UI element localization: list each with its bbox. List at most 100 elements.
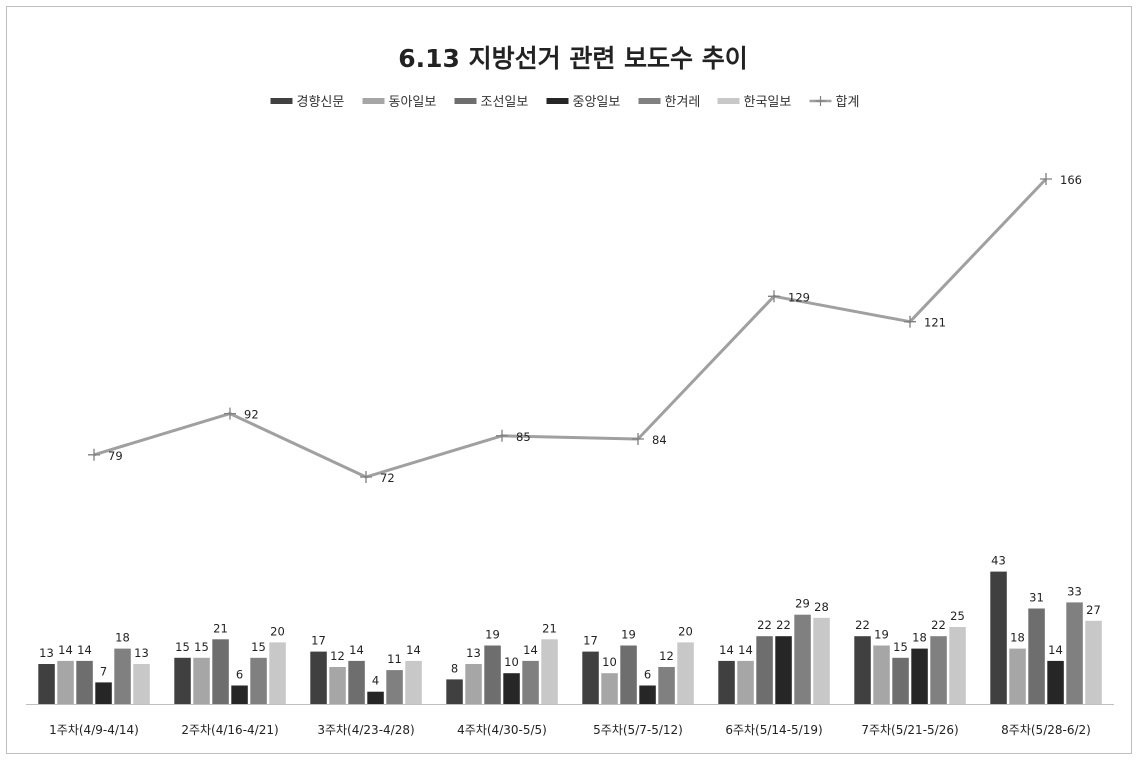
bar-data-label: 31 <box>1029 591 1044 605</box>
bar <box>911 648 928 704</box>
bar-data-label: 13 <box>134 646 149 660</box>
bar <box>484 645 501 704</box>
line-data-label: 166 <box>1060 173 1082 187</box>
bar <box>737 660 754 704</box>
line-point-marker <box>768 290 780 303</box>
bar <box>76 660 93 704</box>
bar <box>775 636 792 704</box>
line-point-marker <box>632 433 644 445</box>
bar-data-label: 13 <box>39 646 54 660</box>
bar <box>1009 648 1026 704</box>
bar <box>193 657 210 704</box>
line-data-label: 72 <box>380 471 395 485</box>
bar-data-label: 14 <box>523 643 538 657</box>
legend-swatch <box>270 98 293 104</box>
bar-data-label: 21 <box>542 621 557 635</box>
bar <box>1085 620 1102 704</box>
bar <box>794 614 811 704</box>
bar <box>38 664 55 704</box>
bar-data-label: 10 <box>602 655 617 669</box>
x-tick-label: 1주차(4/9-4/14) <box>49 723 139 737</box>
bar-data-label: 6 <box>236 668 243 682</box>
line-point-marker <box>88 448 100 461</box>
legend-swatch <box>546 98 569 104</box>
bar-data-label: 20 <box>678 624 693 638</box>
bar-data-label: 13 <box>466 646 481 660</box>
line-point-marker <box>224 407 236 420</box>
bar <box>639 685 656 704</box>
line-data-label: 121 <box>924 316 946 330</box>
bar-data-label: 12 <box>659 649 674 663</box>
bar <box>386 670 403 704</box>
legend: 경향신문 동아일보 조선일보 중앙일보 한겨레 한국일보 합계 <box>270 95 859 110</box>
bar-data-label: 25 <box>950 609 965 623</box>
bar-data-label: 43 <box>991 554 1006 568</box>
bar-data-label: 10 <box>504 655 519 669</box>
x-tick-label: 5주차(5/7-5/12) <box>593 723 683 737</box>
bar-data-label: 22 <box>776 618 791 632</box>
bar-data-label: 33 <box>1067 584 1082 598</box>
bar <box>718 660 735 704</box>
bar <box>1028 608 1045 704</box>
bar <box>133 664 150 704</box>
bar <box>269 642 286 704</box>
bar <box>677 642 694 704</box>
bar-label-group: 13 14 14 7 18 13 15 15 21 6 15 20 17 12 14 4 11 14 8 13 19 10… <box>39 554 1101 688</box>
legend-item-label: 한국일보 <box>744 95 792 110</box>
bar-data-label: 18 <box>912 631 927 645</box>
bar-data-label: 14 <box>406 643 421 657</box>
bar-data-label: 19 <box>621 628 636 642</box>
bar-data-label: 8 <box>451 661 458 675</box>
bar <box>854 636 871 704</box>
bar-data-label: 14 <box>1048 643 1063 657</box>
legend-marker <box>815 96 826 106</box>
bar-data-label: 14 <box>349 643 364 657</box>
legend-item-label: 한겨레 <box>665 95 701 110</box>
x-axis: 1주차(4/9-4/14) 2주차(4/16-4/21) 3주차(4/23-4/28… <box>26 704 1114 737</box>
bar <box>949 627 966 704</box>
bar-data-label: 19 <box>874 628 889 642</box>
bar-data-label: 15 <box>893 640 908 654</box>
legend-item-label: 중앙일보 <box>573 95 621 110</box>
line-point-marker <box>904 315 916 328</box>
bar-data-label: 15 <box>251 640 266 654</box>
bar-group <box>38 571 1102 704</box>
bar <box>873 645 890 704</box>
line-data-label: 84 <box>652 433 667 447</box>
bar <box>446 679 463 704</box>
total-line-layer: 79 92 72 85 84 129 121 166 <box>88 173 1082 485</box>
bar <box>465 664 482 704</box>
bar <box>348 660 365 704</box>
bar <box>231 685 248 704</box>
x-tick-label: 6주차(5/14-5/19) <box>725 723 822 737</box>
bar <box>582 651 599 704</box>
bar <box>756 636 773 704</box>
bar-data-label: 6 <box>644 668 651 682</box>
legend-swatch <box>362 98 385 104</box>
bar <box>250 657 267 704</box>
bar-data-label: 14 <box>77 643 92 657</box>
bar <box>367 691 384 704</box>
bar-data-label: 29 <box>795 597 810 611</box>
x-tick-label: 4주차(4/30-5/5) <box>457 723 547 737</box>
total-line <box>93 177 1048 479</box>
line-point-marker <box>496 429 508 442</box>
line-point-marker <box>1040 173 1052 185</box>
bar-data-label: 27 <box>1086 603 1101 617</box>
bar <box>522 660 539 704</box>
bar-data-label: 15 <box>175 640 190 654</box>
bar <box>930 636 947 704</box>
bar <box>541 639 558 704</box>
bar-data-label: 22 <box>855 618 870 632</box>
bar <box>212 639 229 704</box>
x-tick-label: 8주차(5/28-6/2) <box>1001 723 1091 737</box>
bar <box>329 667 346 704</box>
bar <box>620 645 637 704</box>
legend-swatch <box>454 98 477 104</box>
bar-data-label: 17 <box>583 634 598 648</box>
bar <box>114 648 131 704</box>
bar-data-label: 18 <box>115 631 130 645</box>
line-data-label: 85 <box>516 430 531 444</box>
line-point-marker <box>360 471 372 483</box>
bar <box>892 657 909 704</box>
